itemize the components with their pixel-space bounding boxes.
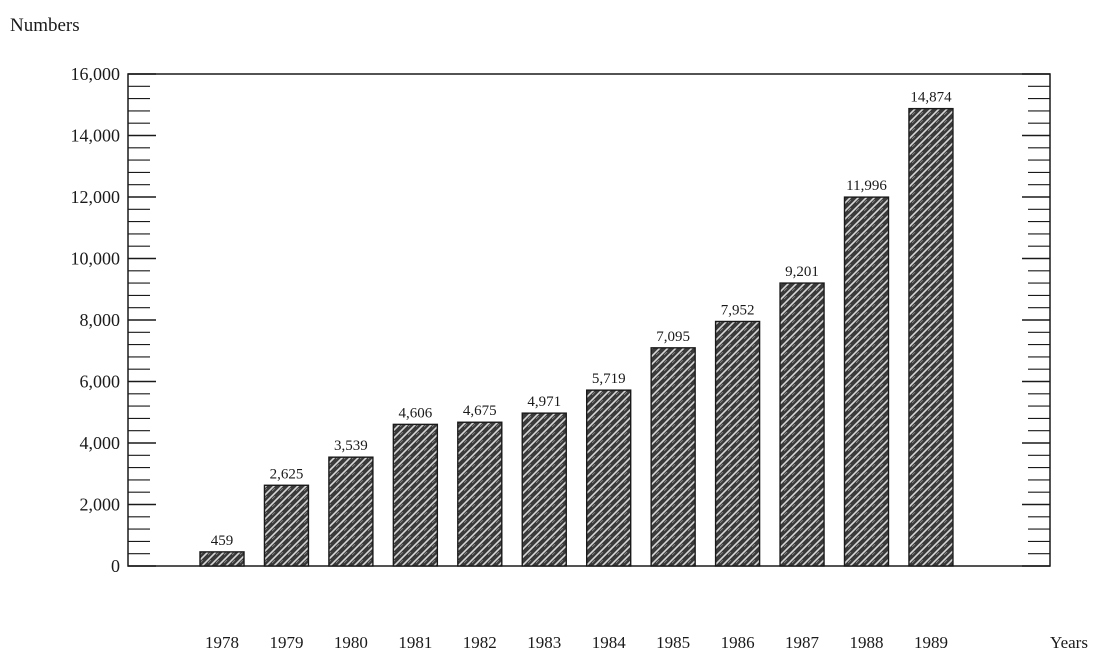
x-axis-labels: 1978 1979 1980 1981 1982 1983 1984 1985 1986 1987… xyxy=(205,633,948,652)
y-tick-label: 12,000 xyxy=(71,187,121,207)
y-tick-label: 16,000 xyxy=(71,64,121,84)
y-axis-title: Numbers xyxy=(10,15,80,36)
y-axis-ticks: 0 2,000 4,000 6,000 8,000 10,000 12,000 14,000 1… xyxy=(71,64,121,576)
value-label-1986: 7,952 xyxy=(721,302,755,318)
y-tick-label: 0 xyxy=(111,556,120,576)
bar-1984 xyxy=(587,390,631,566)
right-minor-ticks xyxy=(1022,74,1050,566)
value-labels: 459 2,625 3,539 4,606 4,675 4,971 5,719 7,095 7,… xyxy=(211,90,952,549)
value-label-1988: 11,996 xyxy=(846,178,887,194)
value-label-1989: 14,874 xyxy=(910,90,952,106)
bar-1979 xyxy=(264,485,308,566)
bar-1981 xyxy=(393,424,437,566)
value-label-1979: 2,625 xyxy=(270,466,304,482)
x-tick-label-1980: 1980 xyxy=(334,633,368,652)
y-tick-label: 6,000 xyxy=(80,372,121,392)
bar-1987 xyxy=(780,283,824,566)
value-label-1981: 4,606 xyxy=(398,405,432,421)
value-label-1985: 7,095 xyxy=(656,329,690,345)
x-tick-label-1979: 1979 xyxy=(269,633,303,652)
x-tick-label-1983: 1983 xyxy=(527,633,561,652)
value-label-1980: 3,539 xyxy=(334,438,368,454)
x-tick-label-1989: 1989 xyxy=(914,633,948,652)
y-tick-label: 8,000 xyxy=(80,310,121,330)
y-tick-label: 10,000 xyxy=(71,249,121,269)
bar-1989 xyxy=(909,109,953,566)
y-tick-label: 4,000 xyxy=(80,433,121,453)
x-tick-label-1988: 1988 xyxy=(850,633,884,652)
bars xyxy=(200,109,953,566)
x-tick-label-1987: 1987 xyxy=(785,633,820,652)
x-tick-label-1986: 1986 xyxy=(721,633,755,652)
x-tick-label-1981: 1981 xyxy=(398,633,432,652)
bar-1988 xyxy=(845,197,889,566)
bar-1986 xyxy=(716,321,760,566)
x-tick-label-1985: 1985 xyxy=(656,633,690,652)
bar-1978 xyxy=(200,552,244,566)
x-tick-label-1978: 1978 xyxy=(205,633,239,652)
bar-1983 xyxy=(522,413,566,566)
value-label-1983: 4,971 xyxy=(527,394,561,410)
value-label-1987: 9,201 xyxy=(785,264,819,280)
value-label-1984: 5,719 xyxy=(592,371,626,387)
value-label-1982: 4,675 xyxy=(463,403,497,419)
bar-1980 xyxy=(329,457,373,566)
x-axis-title: Years xyxy=(1050,633,1088,652)
y-tick-label: 2,000 xyxy=(80,495,121,515)
x-tick-label-1982: 1982 xyxy=(463,633,497,652)
left-minor-ticks xyxy=(128,74,156,566)
y-tick-label: 14,000 xyxy=(71,126,121,146)
x-tick-label-1984: 1984 xyxy=(592,633,627,652)
value-label-1978: 459 xyxy=(211,533,234,549)
bar-1985 xyxy=(651,348,695,566)
bar-1982 xyxy=(458,422,502,566)
